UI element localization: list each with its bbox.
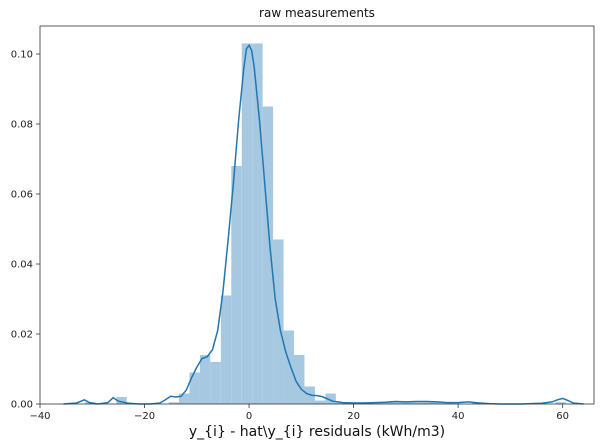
kde-line	[63, 43, 584, 405]
histogram-bar	[179, 393, 190, 404]
y-tick-label: 0.10	[11, 50, 33, 61]
histogram-bar	[189, 372, 200, 404]
plot-area	[39, 25, 595, 405]
x-tick-label: 40	[452, 411, 465, 422]
histogram-bar	[168, 402, 180, 404]
histogram-bar	[555, 402, 566, 404]
y-axis: 0.00 0.02 0.04 0.06 0.08 0.10	[11, 50, 40, 411]
x-tick-label: −40	[29, 411, 50, 422]
histogram-bar	[335, 402, 347, 404]
x-axis-label: y_{i} - hat\y_{i} residuals (kWh/m3)	[189, 424, 445, 440]
histogram-bar	[314, 400, 326, 404]
y-tick-label: 0.04	[11, 260, 33, 271]
x-tick-label: 0	[246, 411, 252, 422]
histogram-bar	[325, 393, 336, 404]
histogram-bar	[283, 330, 294, 404]
plot-frame	[39, 25, 595, 405]
x-tick-label: −20	[134, 411, 155, 422]
y-tick-label: 0.00	[11, 400, 33, 411]
x-tick-label: 60	[556, 411, 569, 422]
chart-title: raw measurements	[259, 6, 375, 20]
histogram-bar	[116, 397, 127, 404]
histogram-bar	[388, 402, 399, 404]
x-tick-label: 20	[347, 411, 360, 422]
histogram-bar	[419, 402, 430, 404]
histogram-bar	[231, 166, 242, 404]
histogram-bar	[210, 362, 221, 404]
y-tick-label: 0.06	[11, 190, 33, 201]
histogram-bar	[377, 402, 389, 404]
y-tick-label: 0.08	[11, 120, 33, 131]
histogram-bar	[220, 295, 232, 404]
histogram-bar	[429, 402, 441, 404]
histogram-bar	[294, 355, 305, 404]
histogram-bar	[398, 402, 409, 404]
histogram-bar	[252, 43, 263, 404]
histogram-bar	[199, 355, 211, 404]
histogram-bar	[408, 402, 420, 404]
histogram-bar	[241, 43, 253, 404]
x-axis: −40 −20 0 20 40 60	[29, 404, 569, 422]
histogram-bar	[262, 106, 274, 404]
y-tick-label: 0.02	[11, 330, 33, 341]
